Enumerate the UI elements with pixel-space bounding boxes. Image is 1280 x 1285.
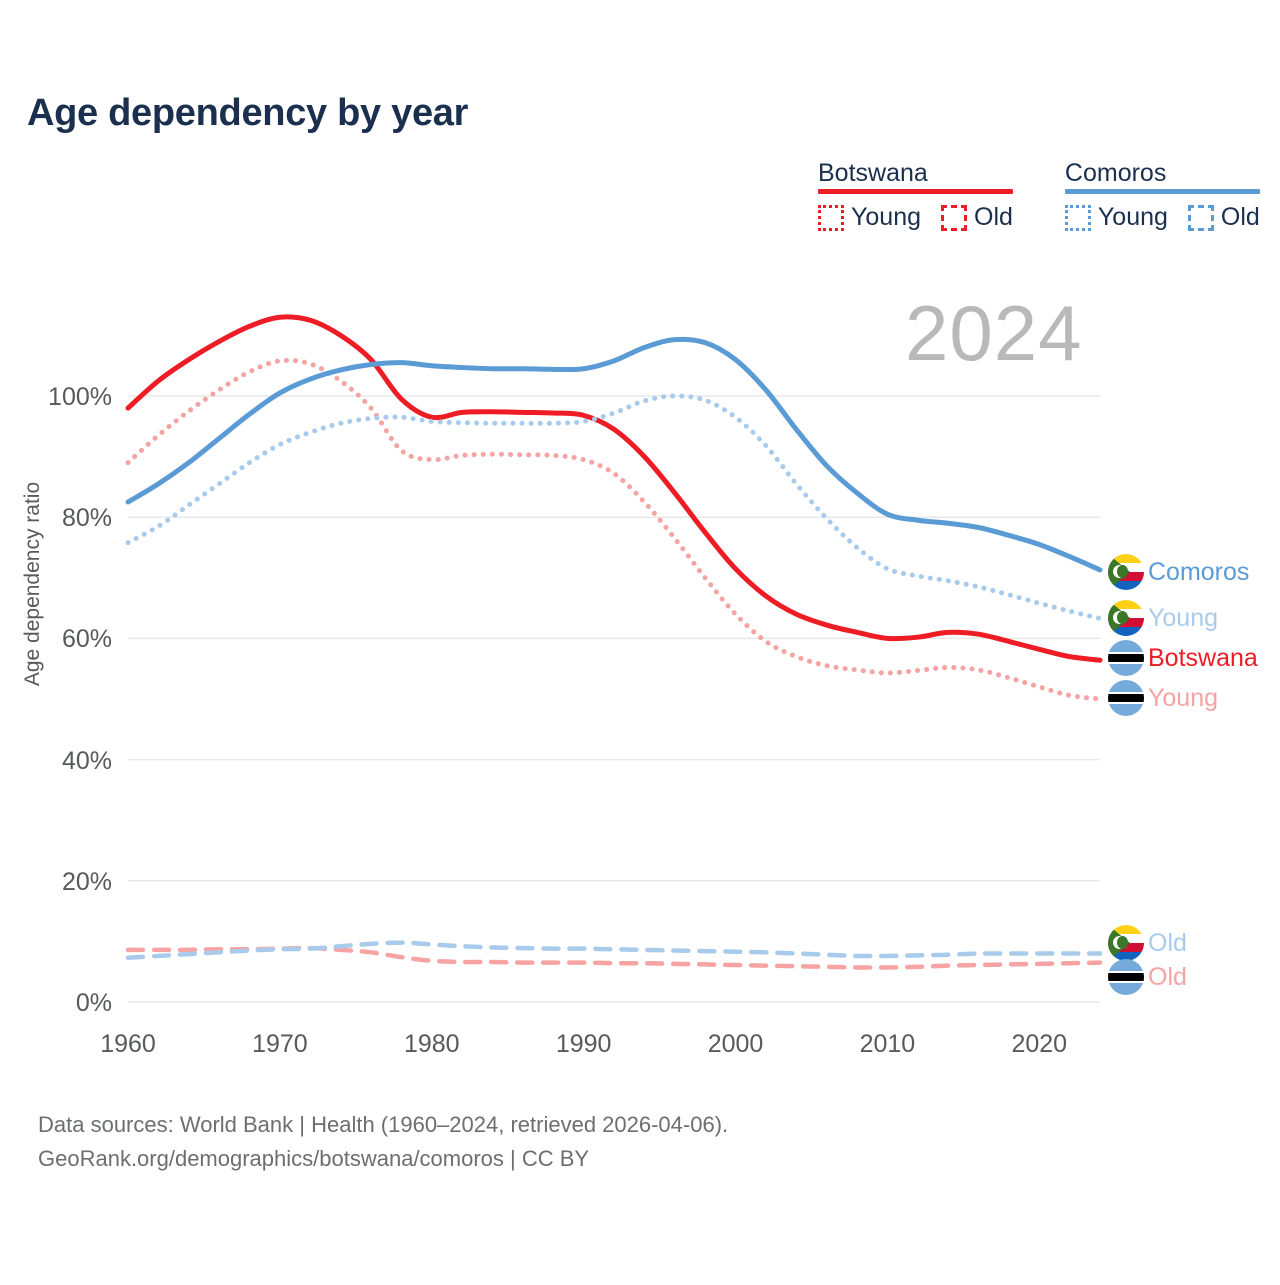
series-line-botswana-young	[125, 357, 1103, 702]
series-label-text: Young	[1148, 683, 1218, 712]
x-axis-tick-label: 1980	[403, 1030, 460, 1058]
botswana-flag-icon	[1108, 640, 1144, 676]
series-label-text: Old	[1148, 962, 1187, 991]
dotted-swatch-icon	[1064, 204, 1091, 231]
series-label-text: Old	[1148, 928, 1187, 957]
dashed-swatch-icon	[1187, 204, 1214, 231]
legend-group-botswana[interactable]: Botswana Young Old	[818, 160, 1013, 232]
year-watermark: 2024	[905, 289, 1083, 377]
legend-country-rule	[818, 189, 1013, 195]
y-axis-tick-label: 100%	[48, 383, 112, 411]
footer-data-sources: Data sources: World Bank | Health (1960–…	[38, 1112, 729, 1137]
legend-country-rule	[1064, 189, 1260, 195]
x-axis-tick-label: 2000	[707, 1030, 764, 1058]
x-axis-tick-label: 1990	[555, 1030, 612, 1058]
legend-item-young[interactable]: Young	[1064, 203, 1168, 232]
series-line-botswana	[125, 314, 1103, 663]
series-label-old-5[interactable]: Old	[1108, 959, 1187, 995]
legend-item-old[interactable]: Old	[941, 203, 1013, 232]
series-label-comoros-0[interactable]: Comoros	[1108, 554, 1249, 590]
legend-item-label: Young	[1097, 203, 1168, 232]
legend-item-label: Old	[974, 203, 1013, 232]
legend-country-name: Botswana	[818, 159, 928, 187]
comoros-flag-icon	[1108, 600, 1144, 636]
legend-item-label: Young	[851, 203, 921, 232]
series-label-young-3[interactable]: Young	[1108, 680, 1218, 716]
series-label-young-1[interactable]: Young	[1108, 600, 1218, 636]
series-label-botswana-2[interactable]: Botswana	[1108, 640, 1258, 676]
y-axis-tick-label: 80%	[61, 504, 112, 533]
series-label-text: Young	[1148, 603, 1218, 632]
page-title: Age dependency by year	[27, 92, 469, 134]
legend-country-name: Comoros	[1064, 159, 1167, 187]
x-axis-tick-label: 2010	[859, 1030, 916, 1058]
y-axis-tick-label: 40%	[61, 746, 112, 775]
y-axis-tick-label: 60%	[61, 625, 112, 654]
series-label-text: Botswana	[1148, 643, 1258, 672]
footer: Data sources: World Bank | Health (1960–…	[38, 1108, 728, 1176]
legend-item-old[interactable]: Old	[1187, 203, 1260, 232]
comoros-flag-icon	[1108, 554, 1144, 590]
dashed-swatch-icon	[941, 204, 967, 231]
series-line-comoros	[125, 336, 1103, 573]
legend-items: Young Old	[818, 203, 1013, 232]
legend-item-young[interactable]: Young	[818, 203, 921, 232]
chart-legend: Botswana Young Old Comoros Young Old	[818, 160, 1260, 232]
x-axis-tick-label: 1960	[100, 1030, 156, 1058]
x-axis-tick-label: 2020	[1011, 1030, 1068, 1058]
comoros-flag-icon	[1108, 925, 1144, 961]
botswana-flag-icon	[1108, 959, 1144, 995]
x-axis-tick-label: 1970	[252, 1030, 308, 1058]
series-label-old-4[interactable]: Old	[1108, 925, 1187, 961]
series-label-text: Comoros	[1148, 557, 1250, 586]
legend-item-label: Old	[1220, 203, 1260, 232]
dotted-swatch-icon	[818, 204, 844, 231]
y-axis-tick-label: 20%	[61, 867, 112, 896]
legend-group-comoros[interactable]: Comoros Young Old	[1064, 159, 1260, 232]
legend-items: Young Old	[1064, 203, 1260, 232]
series-line-comoros-old	[125, 940, 1103, 961]
y-axis-tick-label: 0%	[75, 989, 112, 1017]
botswana-flag-icon	[1108, 680, 1144, 716]
series-line-comoros-young	[125, 393, 1103, 621]
footer-attribution: GeoRank.org/demographics/botswana/comoro…	[38, 1146, 590, 1172]
